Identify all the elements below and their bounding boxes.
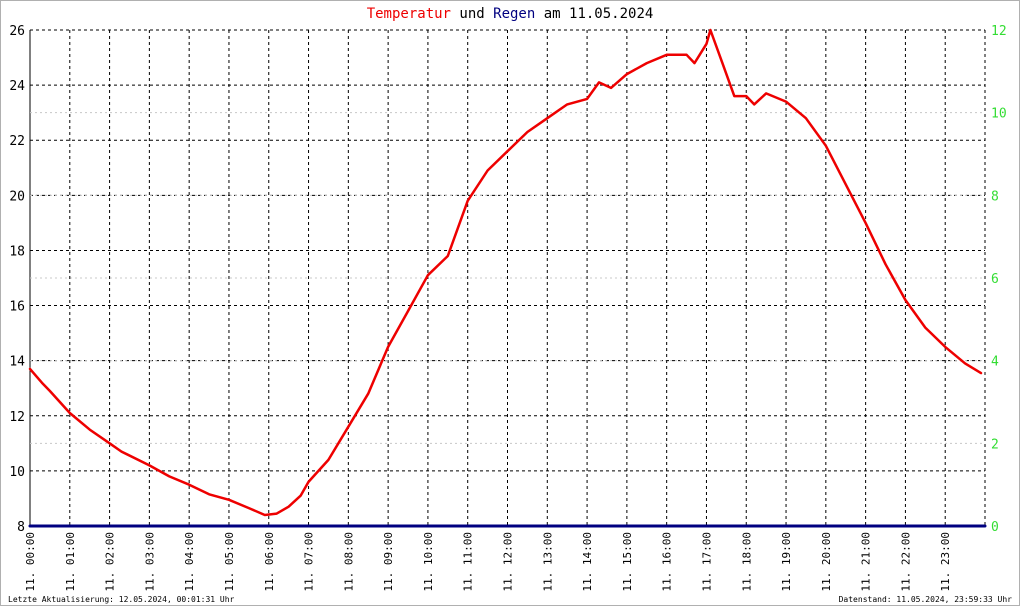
y2-tick-label: 4 xyxy=(991,355,999,370)
x-tick-label: 11. 10:00 xyxy=(422,532,435,592)
y-tick-label: 12 xyxy=(9,410,25,425)
y2-tick-label: 10 xyxy=(991,107,1007,122)
title-und: und xyxy=(451,6,493,22)
x-tick-label: 11. 01:00 xyxy=(64,532,77,592)
y-tick-label: 26 xyxy=(9,24,25,39)
x-tick-label: 11. 12:00 xyxy=(502,532,515,592)
y-tick-label: 20 xyxy=(9,189,25,204)
y2-tick-label: 12 xyxy=(991,24,1007,39)
y-tick-label: 14 xyxy=(9,355,25,370)
footer-data-status: Datenstand: 11.05.2024, 23:59:33 Uhr xyxy=(838,595,1012,604)
y2-tick-label: 8 xyxy=(991,189,999,204)
grid xyxy=(29,29,986,526)
y-tick-label: 8 xyxy=(17,520,25,535)
x-tick-label: 11. 00:00 xyxy=(24,532,37,592)
x-tick-label: 11. 04:00 xyxy=(183,532,196,592)
y-tick-label: 24 xyxy=(9,79,25,94)
y2-tick-label: 6 xyxy=(991,272,999,287)
y-tick-label: 10 xyxy=(9,465,25,480)
x-tick-label: 11. 07:00 xyxy=(303,532,316,592)
x-tick-label: 11. 19:00 xyxy=(780,532,793,592)
x-tick-label: 11. 18:00 xyxy=(740,532,753,592)
x-axis: 11. 00:00 11. 01:00 11. 02:00 11. 03:00 11. … xyxy=(24,532,952,592)
footer-last-update: Letzte Aktualisierung: 12.05.2024, 00:01… xyxy=(8,595,235,604)
x-tick-label: 11. 03:00 xyxy=(143,532,156,592)
x-tick-label: 11. 23:00 xyxy=(939,532,952,592)
title-date: am 11.05.2024 xyxy=(535,6,653,22)
y-axis-left: 8 10 12 14 16 18 20 22 24 26 xyxy=(9,24,25,535)
title-temperature: Temperatur xyxy=(367,6,451,22)
series xyxy=(28,28,987,528)
y2-tick-label: 0 xyxy=(991,520,999,535)
temperature-series-line xyxy=(28,28,983,517)
x-tick-label: 11. 14:00 xyxy=(581,532,594,592)
x-tick-label: 11. 08:00 xyxy=(342,532,355,592)
x-tick-label: 11. 11:00 xyxy=(462,532,475,592)
x-tick-label: 11. 15:00 xyxy=(621,532,634,592)
x-tick-label: 11. 20:00 xyxy=(820,532,833,592)
y-axis-right: 0 2 4 6 8 10 12 xyxy=(991,24,1007,535)
x-tick-label: 11. 02:00 xyxy=(104,532,117,592)
y2-tick-label: 2 xyxy=(991,437,999,452)
y-tick-label: 16 xyxy=(9,300,25,315)
y-tick-label: 22 xyxy=(9,134,25,149)
y-tick-label: 18 xyxy=(9,244,25,259)
x-tick-label: 11. 17:00 xyxy=(700,532,713,592)
x-tick-label: 11. 09:00 xyxy=(382,532,395,592)
x-tick-label: 11. 13:00 xyxy=(541,532,554,592)
x-tick-label: 11. 22:00 xyxy=(899,532,912,592)
x-tick-label: 11. 21:00 xyxy=(860,532,873,592)
title-rain: Regen xyxy=(493,6,535,22)
x-tick-label: 11. 05:00 xyxy=(223,532,236,592)
x-tick-label: 11. 16:00 xyxy=(661,532,674,592)
chart-title: Temperatur und Regen am 11.05.2024 xyxy=(367,6,654,22)
x-tick-label: 11. 06:00 xyxy=(263,532,276,592)
